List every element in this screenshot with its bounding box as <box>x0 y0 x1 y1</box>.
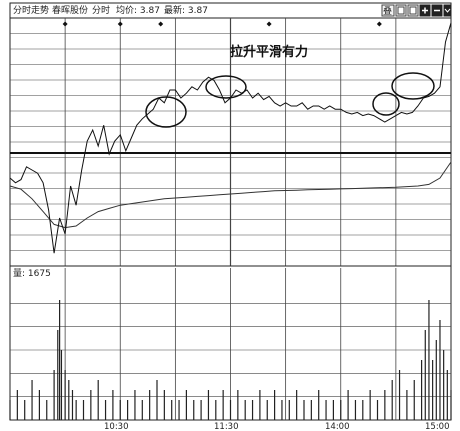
annotation-ellipse-4 <box>392 73 434 99</box>
annotation-ellipse-1 <box>146 97 186 127</box>
header-mode: 分时 <box>92 4 110 16</box>
header-latest-price: 最新: 3.87 <box>164 4 208 16</box>
volume-label: 量: 1675 <box>13 268 51 279</box>
x-tick-1400: 14:00 <box>325 422 350 431</box>
event-markers <box>63 22 382 27</box>
zoom-out-button[interactable] <box>432 5 442 16</box>
annotation-ellipse-2 <box>206 76 246 98</box>
box-button-1[interactable] <box>396 5 406 16</box>
expand-button[interactable] <box>444 5 451 16</box>
annotation-text: 拉升平滑有力 <box>230 44 308 60</box>
x-tick-1030: 10:30 <box>104 422 129 431</box>
zoom-in-button[interactable] <box>420 5 430 16</box>
x-tick-1130: 11:30 <box>214 422 239 431</box>
event-marker-diamond <box>377 22 382 27</box>
event-marker-diamond <box>267 22 272 27</box>
header-stock-name: 春晖股份 <box>52 4 88 16</box>
event-marker-diamond <box>158 22 163 27</box>
box-button-2[interactable] <box>408 5 418 16</box>
event-marker-diamond <box>118 22 123 27</box>
event-marker-diamond <box>63 22 68 27</box>
header-chart-name: 分时走势 <box>13 4 49 16</box>
overlay-glyph: 叠 <box>383 6 392 17</box>
x-tick-1500: 15:00 <box>425 422 450 431</box>
toolbar: 叠 <box>382 5 451 17</box>
annotation-ellipse-3 <box>373 93 399 115</box>
header-avg-price: 均价: 3.87 <box>116 4 160 16</box>
overlay-button[interactable]: 叠 <box>382 5 394 17</box>
